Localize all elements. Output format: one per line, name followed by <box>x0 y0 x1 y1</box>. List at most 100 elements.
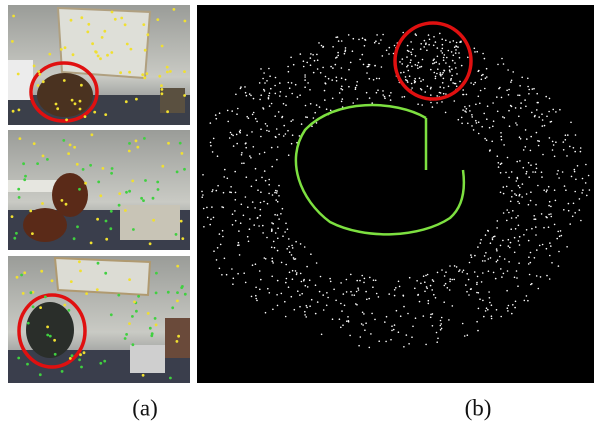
feature-point <box>258 225 260 227</box>
feature-point <box>316 68 319 70</box>
feature-point <box>410 51 412 54</box>
feature-point <box>450 77 453 80</box>
feature-point <box>133 300 136 304</box>
feature-point <box>513 236 516 239</box>
feature-point <box>129 47 133 51</box>
feature-point <box>291 134 294 136</box>
feature-point <box>406 65 408 68</box>
feature-point <box>372 279 375 282</box>
feature-point <box>510 217 513 219</box>
feature-point <box>272 308 274 311</box>
feature-point <box>496 155 499 157</box>
feature-point <box>358 38 360 41</box>
feature-point <box>448 319 450 321</box>
feature-point <box>231 224 234 226</box>
feature-point <box>281 207 284 210</box>
feature-point <box>375 77 378 80</box>
feature-point <box>476 291 478 294</box>
feature-point <box>554 199 557 202</box>
feature-point <box>104 219 108 223</box>
feature-point <box>470 256 473 259</box>
feature-point <box>549 121 552 123</box>
feature-point <box>460 64 463 67</box>
feature-point <box>431 313 434 315</box>
feature-point <box>547 226 550 228</box>
feature-point <box>509 241 512 244</box>
feature-point <box>276 279 279 282</box>
feature-point <box>260 94 263 96</box>
feature-point <box>359 279 361 282</box>
feature-point <box>309 64 312 66</box>
feature-point <box>347 316 349 318</box>
feature-point <box>284 231 286 233</box>
feature-point <box>39 306 42 309</box>
feature-point <box>484 137 486 140</box>
feature-point <box>278 184 280 187</box>
feature-point <box>319 275 322 278</box>
feature-point <box>417 67 419 69</box>
feature-point <box>494 277 497 280</box>
feature-point <box>470 82 472 84</box>
feature-point <box>261 176 263 179</box>
feature-point <box>517 215 519 217</box>
feature-point <box>404 76 407 78</box>
feature-point <box>447 49 450 52</box>
feature-point <box>160 44 164 48</box>
feature-point <box>427 34 430 36</box>
feature-point <box>299 94 301 96</box>
feature-point <box>403 346 405 348</box>
feature-point <box>393 289 396 291</box>
feature-point <box>441 73 443 76</box>
feature-point <box>511 312 513 315</box>
feature-point <box>418 77 421 79</box>
feature-point <box>110 51 114 54</box>
feature-point <box>541 119 544 121</box>
feature-point <box>470 254 472 256</box>
feature-point <box>477 307 480 310</box>
feature-point <box>488 291 490 293</box>
feature-point <box>335 299 337 302</box>
feature-point <box>445 93 447 95</box>
feature-point <box>294 270 297 272</box>
feature-point <box>314 284 317 287</box>
feature-point <box>340 302 342 305</box>
feature-point <box>63 46 67 50</box>
feature-point <box>559 108 561 111</box>
feature-point <box>236 142 238 145</box>
feature-point <box>468 294 470 296</box>
feature-point <box>262 224 264 227</box>
feature-point <box>567 134 569 136</box>
feature-point <box>334 63 337 66</box>
feature-point <box>300 280 303 283</box>
feature-point <box>523 234 525 236</box>
feature-point <box>448 289 451 291</box>
feature-point <box>268 130 270 132</box>
feature-point <box>216 247 219 249</box>
feature-point <box>443 301 446 304</box>
feature-point <box>482 299 484 302</box>
feature-point <box>304 79 306 81</box>
feature-point <box>422 315 425 317</box>
feature-point <box>154 323 158 327</box>
feature-point <box>558 235 561 238</box>
feature-point <box>183 70 186 73</box>
feature-point <box>131 179 135 183</box>
feature-point <box>38 373 42 377</box>
feature-point <box>390 338 392 341</box>
feature-point <box>437 337 439 340</box>
feature-point <box>120 16 124 20</box>
feature-point <box>104 271 108 275</box>
feature-point <box>244 281 247 284</box>
feature-point <box>383 95 386 98</box>
feature-point <box>270 246 273 249</box>
highlight-circle <box>393 21 473 101</box>
feature-point <box>231 110 233 112</box>
feature-point <box>528 256 530 259</box>
feature-point <box>36 162 39 166</box>
feature-point <box>453 278 456 281</box>
feature-point <box>488 126 491 129</box>
feature-point <box>209 223 211 226</box>
feature-point <box>166 290 170 294</box>
feature-point <box>340 67 343 69</box>
feature-point <box>410 41 412 43</box>
